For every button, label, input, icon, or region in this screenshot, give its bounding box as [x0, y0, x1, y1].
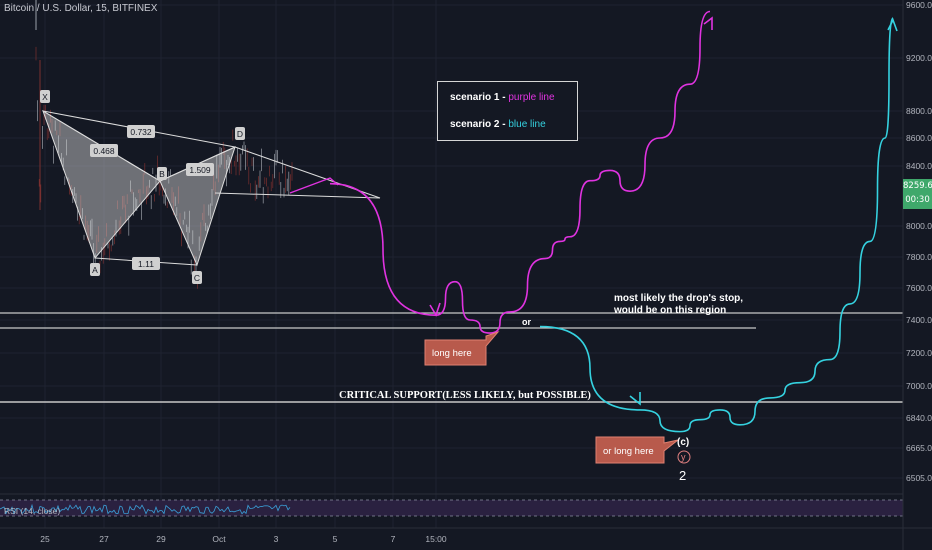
legend-row-scenario-2: scenario 2 - blue line — [450, 119, 546, 130]
pattern-point-badge — [235, 127, 245, 140]
ratio-badge — [127, 125, 155, 138]
scenario-1-arrowhead — [429, 302, 441, 317]
pattern-point-badge — [90, 263, 100, 276]
price-tick-label: 8400.0 — [906, 161, 932, 171]
price-tick-label: 7600.0 — [906, 283, 932, 293]
pattern-point-label: C — [194, 273, 200, 283]
legend-row-scenario-1: scenario 1 - purple line — [450, 92, 555, 103]
scenario-2-top-arrowhead — [887, 17, 898, 32]
rsi-line — [0, 503, 291, 515]
long-here-label: long here — [432, 348, 472, 359]
scenario-2-blue-line[interactable] — [539, 17, 894, 433]
scenario-1-purple-line[interactable] — [329, 10, 711, 334]
pattern-ratio-labels: 0.732 0.468 1.509 1.11 — [90, 125, 214, 270]
current-price-value: 8259.6 — [903, 181, 932, 191]
time-tick-label: 27 — [99, 534, 109, 544]
time-tick-label: Oct — [212, 534, 226, 544]
grid-lines — [0, 0, 903, 528]
price-tick-label: 7800.0 — [906, 252, 932, 262]
time-axis: 25 27 29 Oct 3 5 7 15:00 — [40, 534, 447, 544]
legend-value-2: blue line — [508, 119, 546, 130]
time-tick-label: 5 — [333, 534, 338, 544]
scenario-2-arrowhead — [629, 392, 641, 406]
price-tick-label: 7000.0 — [906, 381, 932, 391]
time-tick-label: 25 — [40, 534, 50, 544]
price-tick-label: 6840.0 — [906, 413, 932, 423]
pattern-point-badge — [157, 167, 167, 180]
wave-c-label: (c) — [677, 437, 689, 448]
price-tick-label: 6505.0 — [906, 473, 932, 483]
current-price-badge: 8259.6 00:30 — [903, 179, 932, 209]
pattern-point-label: B — [159, 169, 165, 179]
critical-support-label: CRITICAL SUPPORT(LESS LIKELY, but POSSIB… — [339, 390, 591, 401]
symbol-title: Bitcoin / U.S. Dollar, 15, BITFINEX — [4, 3, 158, 14]
price-tick-label: 8800.0 — [906, 106, 932, 116]
scenario-legend[interactable]: scenario 1 - purple line scenario 2 - bl… — [437, 81, 578, 141]
time-tick-label: 29 — [156, 534, 166, 544]
price-tick-label: 6665.0 — [906, 443, 932, 453]
ratio-label: 0.732 — [130, 127, 152, 137]
ratio-label: 0.468 — [93, 146, 115, 156]
or-label: or — [522, 317, 531, 327]
triangle-path-small — [289, 177, 339, 194]
long-here-callout[interactable]: long here — [424, 330, 500, 366]
price-tick-label: 8600.0 — [906, 133, 932, 143]
wave-2-label: 2 — [679, 468, 686, 483]
ratio-badge — [90, 144, 118, 157]
legend-key-1: scenario 1 - — [450, 92, 506, 103]
rsi-label: RSI (14, close) — [4, 506, 61, 516]
or-long-here-callout[interactable]: or long here — [595, 436, 679, 464]
legend-value-1: purple line — [508, 92, 555, 103]
drop-stop-note-line-1: most likely the drop's stop, — [614, 293, 743, 304]
pattern-point-label: X — [42, 92, 48, 102]
price-tick-label: 7200.0 — [906, 348, 932, 358]
pattern-point-badge — [192, 271, 202, 284]
time-tick-label: 3 — [274, 534, 279, 544]
ratio-badge — [186, 163, 214, 176]
pattern-point-label: A — [92, 265, 98, 275]
ratio-label: 1.509 — [189, 165, 211, 175]
drop-stop-note-line-2: would be on this region — [613, 305, 726, 316]
ratio-badge — [132, 257, 160, 270]
rsi-band — [0, 500, 903, 516]
time-tick-label: 7 — [391, 534, 396, 544]
price-tick-label: 7400.0 — [906, 315, 932, 325]
ratio-label: 1.11 — [138, 259, 154, 269]
or-long-here-label: or long here — [603, 446, 654, 457]
bar-countdown: 00:30 — [905, 195, 930, 205]
time-tick-label: 15:00 — [425, 534, 447, 544]
legend-key-2: scenario 2 - — [450, 119, 506, 130]
price-tick-label: 8000.0 — [906, 221, 932, 231]
wave-y-label: y — [681, 452, 686, 462]
pattern-point-labels: X A B C D — [40, 90, 245, 284]
pattern-point-label: D — [237, 129, 243, 139]
pattern-point-badge — [40, 90, 50, 103]
wave-y-circle — [677, 450, 691, 464]
price-tick-label: 9200.0 — [906, 53, 932, 63]
price-tick-label: 9600.0 — [906, 0, 932, 10]
price-axis: 9600.0 9200.0 8800.0 8600.0 8400.0 8000.0 7800… — [906, 0, 932, 483]
rsi-pane[interactable] — [0, 493, 903, 517]
scenario-1-top-arrowhead — [703, 16, 713, 30]
